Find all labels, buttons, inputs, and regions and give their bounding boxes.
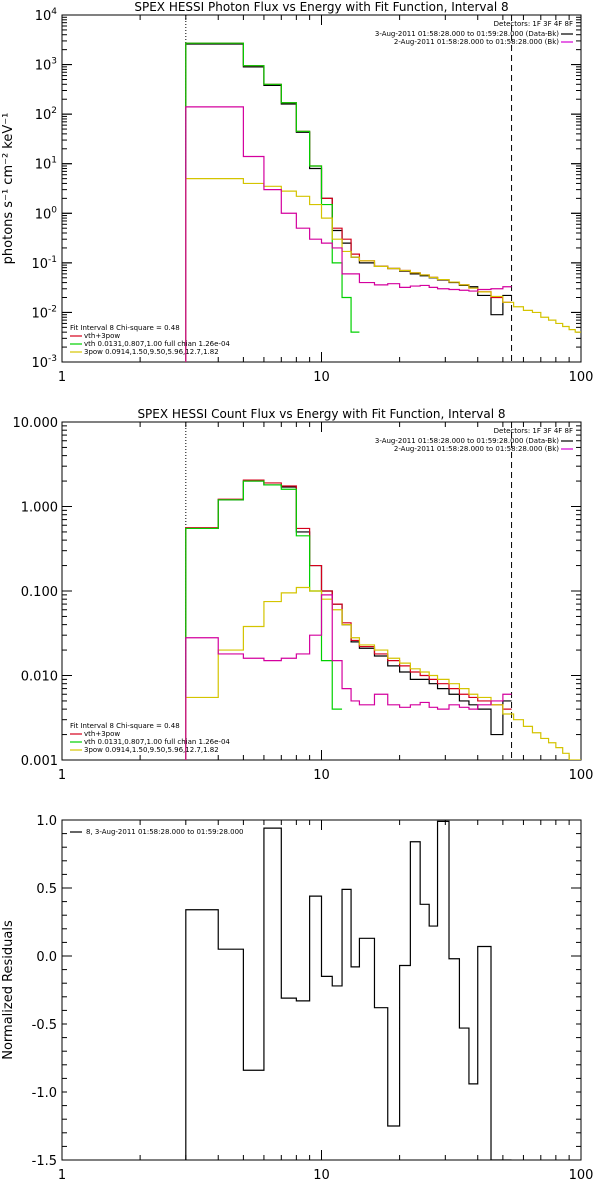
y-tick-label: 10.000 [13,416,59,431]
series-0-line [185,43,512,362]
plot-area [185,422,581,760]
series-3-line [185,178,581,362]
fit-legend: Fit Interval 8 Chi-square = 0.48vth+3pow… [70,722,230,754]
x-tick-label: 100 [569,768,594,783]
fit-legend-entry: vth 0.0131,0.807,1.00 full chian 1.26e-0… [84,738,230,746]
y-tick-label: 10-1 [31,255,57,272]
series-0-line [185,820,512,1160]
series-2-line [185,480,343,760]
y-tick-label: 103 [35,57,57,74]
count-flux-panel: 1 10 100 0.001 0.010 0.100 1.000 10.000 SPEX HES… [13,407,594,783]
series-1-line [185,479,512,760]
series-4-line [185,594,512,760]
y-tick-label: 1.0 [36,814,57,829]
x-tick-label: 1 [58,1168,66,1183]
y-tick-label: 100 [35,205,58,222]
fit-legend-entry: vth+3pow [84,332,120,340]
y-tick-label: -0.5 [32,1018,57,1033]
residuals-panel: 1 10 100 -1.5 -1.0 -0.5 0.0 0.5 1.0 Normalized Re… [1,814,593,1183]
y-tick-label: 0.001 [21,754,58,769]
x-tick-label: 10 [313,1168,330,1183]
y-axis-label: photons s⁻¹ cm⁻² keV⁻¹ [1,113,16,265]
y-tick-label: 104 [35,7,58,24]
detector-legend-entry: 2-Aug-2011 01:58:28.000 to 01:58:28.000 … [394,38,559,46]
residuals-legend: 8, 3-Aug-2011 01:58:28.000 to 01:59:28.0… [86,828,244,836]
x-tick-label: 1 [58,370,66,385]
y-tick-label: 0.0 [36,950,57,965]
fit-legend: Fit Interval 8 Chi-square = 0.48vth+3pow… [70,324,230,356]
chart-title: SPEX HESSI Count Flux vs Energy with Fit… [137,407,505,421]
series-3-line [185,586,581,760]
detector-legend: Detectors: 1F 3F 4F 8F 3-Aug-2011 01:58:2… [375,427,573,453]
x-tick-label: 100 [569,370,594,385]
plot-area [185,15,581,362]
y-tick-label: -1.0 [32,1086,57,1101]
detector-legend-entry: 3-Aug-2011 01:58:28.000 to 01:59:28.000 … [375,30,559,38]
series-0-line [185,480,512,760]
x-tick-label: 1 [58,768,66,783]
y-tick-label: 10-3 [31,354,57,371]
y-tick-label: 1.000 [21,501,58,516]
y-tick-label: -1.5 [32,1154,57,1169]
series-1-line [185,42,512,362]
y-tick-label: 0.010 [21,670,58,685]
fit-legend-header: Fit Interval 8 Chi-square = 0.48 [70,324,180,332]
detector-legend-entry: 3-Aug-2011 01:58:28.000 to 01:59:28.000 … [375,437,559,445]
plot-area [185,820,512,1160]
detector-legend-header: Detectors: 1F 3F 4F 8F [494,427,573,435]
y-tick-label: 10-2 [31,304,57,321]
photon-flux-panel: 1 10 100 10-3 10-2 10-1 100 101 102 103 104 SPEX HE… [1,0,593,385]
y-axis-label: Normalized Residuals [1,920,16,1060]
y-tick-label: 0.100 [21,585,58,600]
y-tick-label: 102 [35,106,57,123]
fit-legend-entry: 3pow 0.0914,1.50,9.50,5.96,12.7,1.82 [84,746,219,754]
fit-legend-header: Fit Interval 8 Chi-square = 0.48 [70,722,180,730]
detector-legend: Detectors: 1F 3F 4F 8F 3-Aug-2011 01:58:2… [375,20,573,46]
series-4-line [185,106,512,362]
fit-legend-entry: vth 0.0131,0.807,1.00 full chian 1.26e-0… [84,340,230,348]
series-2-line [185,42,360,362]
plot-frame [61,819,582,1161]
fit-legend-entry: vth+3pow [84,730,120,738]
fit-legend-entry: 3pow 0.0914,1.50,9.50,5.96,12.7,1.82 [84,348,219,356]
x-tick-label: 100 [569,1168,594,1183]
detector-legend-entry: 2-Aug-2011 01:58:28.000 to 01:58:28.000 … [394,445,559,453]
x-tick-label: 10 [313,768,330,783]
y-tick-label: 101 [35,156,57,173]
detector-legend-header: Detectors: 1F 3F 4F 8F [494,20,573,28]
chart-title: SPEX HESSI Photon Flux vs Energy with Fi… [134,0,508,14]
x-tick-label: 10 [313,370,330,385]
y-tick-label: 0.5 [36,882,57,897]
